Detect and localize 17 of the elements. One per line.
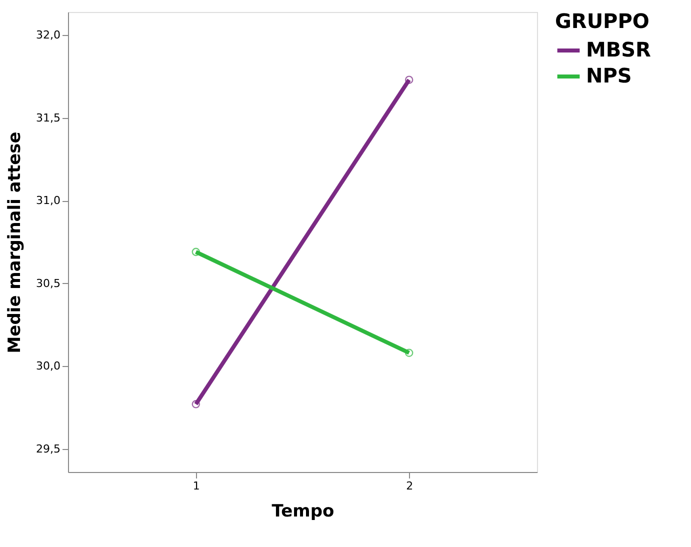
y-tick-label: 30,0 xyxy=(36,360,60,373)
y-tick-label: 32,0 xyxy=(36,28,60,42)
point xyxy=(192,248,200,256)
x-axis-title: Tempo xyxy=(272,502,334,522)
point xyxy=(404,348,414,357)
legend-title: GRUPPO xyxy=(555,9,650,33)
x-tick-label: 1 xyxy=(192,480,200,492)
y-tick-label: 31,5 xyxy=(36,111,60,124)
y-tick-label: 31,0 xyxy=(36,194,60,208)
y-tick-label: 30,5 xyxy=(36,276,60,290)
y-axis-title: Medie marginali attese xyxy=(5,132,26,354)
point xyxy=(404,76,414,84)
point xyxy=(192,400,200,408)
legend-label: MBSR xyxy=(586,38,651,62)
legend-label: NPS xyxy=(586,64,632,88)
y-tick-label: 29,5 xyxy=(36,442,60,456)
x-tick-label: 2 xyxy=(406,480,414,492)
